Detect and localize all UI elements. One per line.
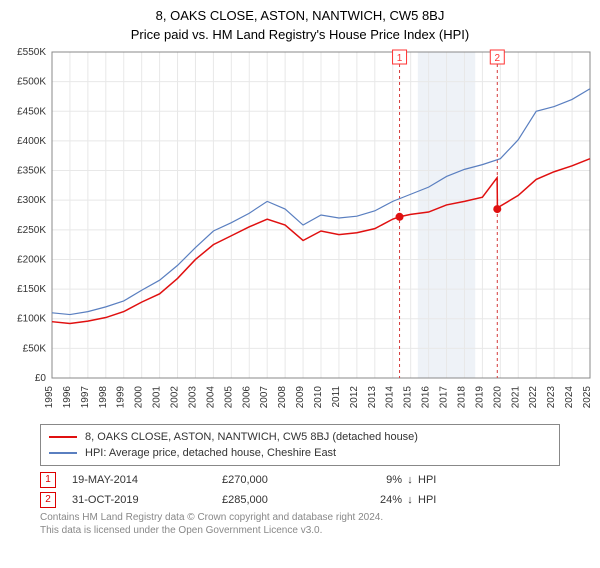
legend-item: HPI: Average price, detached house, Ches… <box>49 445 551 461</box>
svg-text:£550K: £550K <box>17 48 46 58</box>
chart-svg: £0 £50K £100K £150K £200K £250K £300K £350K £400… <box>0 48 600 418</box>
attribution-line2: This data is licensed under the Open Gov… <box>40 525 560 538</box>
sale-price: £270,000 <box>222 474 342 486</box>
sale-marker-badge: 2 <box>40 492 56 508</box>
svg-text:2016: 2016 <box>421 386 432 409</box>
svg-text:2007: 2007 <box>259 386 270 409</box>
svg-text:£350K: £350K <box>17 166 46 177</box>
svg-text:2004: 2004 <box>205 386 216 409</box>
svg-text:1996: 1996 <box>62 386 73 409</box>
svg-text:2025: 2025 <box>582 386 593 409</box>
sale-marker <box>396 213 404 221</box>
svg-text:£450K: £450K <box>17 106 46 117</box>
sale-pct: 24% <box>342 494 402 506</box>
sale-ref: HPI <box>418 474 458 486</box>
svg-text:2002: 2002 <box>170 386 181 409</box>
svg-text:2009: 2009 <box>295 386 306 409</box>
svg-text:2022: 2022 <box>528 386 539 409</box>
svg-text:£250K: £250K <box>17 225 46 236</box>
svg-text:2020: 2020 <box>492 386 503 409</box>
svg-text:2017: 2017 <box>439 386 450 409</box>
svg-text:2006: 2006 <box>241 386 252 409</box>
svg-text:2011: 2011 <box>331 386 342 408</box>
svg-text:2021: 2021 <box>510 386 521 409</box>
svg-text:2003: 2003 <box>187 386 198 409</box>
down-arrow-icon: ↓ <box>402 494 418 506</box>
svg-text:£200K: £200K <box>17 254 46 265</box>
svg-text:2008: 2008 <box>277 386 288 409</box>
sale-row: 1 19-MAY-2014£270,0009%↓HPI <box>40 470 560 490</box>
svg-text:2014: 2014 <box>385 386 396 409</box>
legend-item: 8, OAKS CLOSE, ASTON, NANTWICH, CW5 8BJ … <box>49 429 551 445</box>
svg-text:£150K: £150K <box>17 284 46 295</box>
svg-text:2000: 2000 <box>134 386 145 409</box>
svg-text:2001: 2001 <box>152 386 163 409</box>
svg-text:1995: 1995 <box>44 386 55 409</box>
svg-text:2015: 2015 <box>403 386 414 409</box>
sale-price: £285,000 <box>222 494 342 506</box>
svg-text:£0: £0 <box>35 373 47 384</box>
svg-text:1: 1 <box>397 53 403 64</box>
svg-text:£300K: £300K <box>17 195 46 206</box>
sale-marker <box>493 205 501 213</box>
legend-label: 8, OAKS CLOSE, ASTON, NANTWICH, CW5 8BJ … <box>85 429 418 445</box>
chart-title-subtitle: Price paid vs. HM Land Registry's House … <box>0 27 600 42</box>
svg-text:2024: 2024 <box>564 386 575 409</box>
legend: 8, OAKS CLOSE, ASTON, NANTWICH, CW5 8BJ … <box>40 424 560 466</box>
svg-text:2013: 2013 <box>367 386 378 409</box>
legend-swatch <box>49 436 77 438</box>
svg-text:1999: 1999 <box>116 386 127 409</box>
sale-row: 2 31-OCT-2019£285,00024%↓HPI <box>40 490 560 510</box>
svg-text:2010: 2010 <box>313 386 324 409</box>
svg-text:1998: 1998 <box>98 386 109 409</box>
price-chart: £0 £50K £100K £150K £200K £250K £300K £350K £400… <box>0 48 600 418</box>
svg-text:2: 2 <box>495 53 501 64</box>
sale-ref: HPI <box>418 494 458 506</box>
svg-text:2023: 2023 <box>546 386 557 409</box>
chart-title-address: 8, OAKS CLOSE, ASTON, NANTWICH, CW5 8BJ <box>0 8 600 23</box>
svg-text:2018: 2018 <box>456 386 467 409</box>
svg-text:£100K: £100K <box>17 314 46 325</box>
svg-text:£500K: £500K <box>17 77 46 88</box>
svg-text:1997: 1997 <box>80 386 91 409</box>
legend-swatch <box>49 452 77 454</box>
sale-marker-badge: 1 <box>40 472 56 488</box>
sales-table: 1 19-MAY-2014£270,0009%↓HPI 2 31-OCT-2019£2… <box>40 470 560 510</box>
down-arrow-icon: ↓ <box>402 474 418 486</box>
sale-date: 31-OCT-2019 <box>72 494 222 506</box>
attribution: Contains HM Land Registry data © Crown c… <box>40 512 560 537</box>
svg-text:£50K: £50K <box>23 343 47 354</box>
legend-label: HPI: Average price, detached house, Ches… <box>85 445 336 461</box>
svg-text:2019: 2019 <box>474 386 485 409</box>
svg-text:2012: 2012 <box>349 386 360 409</box>
attribution-line1: Contains HM Land Registry data © Crown c… <box>40 512 560 525</box>
svg-text:2005: 2005 <box>223 386 234 409</box>
sale-date: 19-MAY-2014 <box>72 474 222 486</box>
svg-text:£400K: £400K <box>17 136 46 147</box>
sale-pct: 9% <box>342 474 402 486</box>
